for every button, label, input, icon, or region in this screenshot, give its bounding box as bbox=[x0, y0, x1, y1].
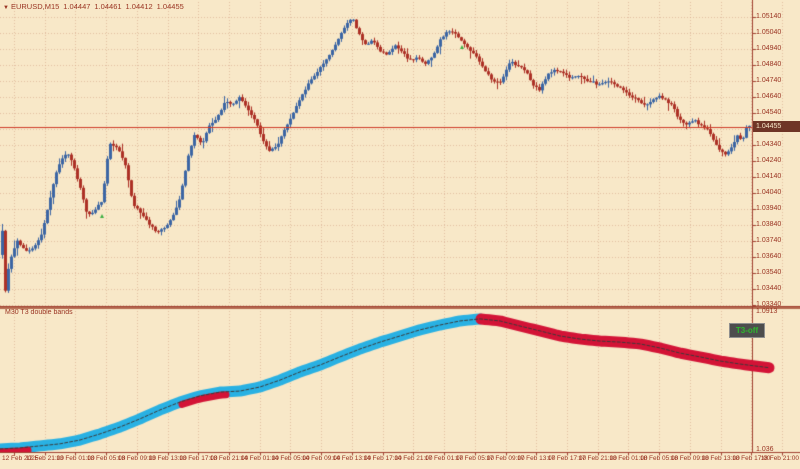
time-label: 12 Feb 21:00 bbox=[25, 455, 64, 462]
time-label: 14 Feb 17:00 bbox=[363, 455, 402, 462]
price-label: 1.03340 bbox=[756, 301, 782, 308]
time-label: 18 Feb 05:00 bbox=[639, 455, 679, 462]
price-label: 1.03640 bbox=[756, 253, 782, 260]
subwindow-scale-top: 1.0913 bbox=[756, 308, 778, 315]
price-label: 1.05040 bbox=[756, 29, 782, 36]
price-label: 1.03940 bbox=[756, 205, 782, 212]
price-label: 1.04840 bbox=[756, 61, 782, 68]
ohlc-close: 1.04455 bbox=[156, 2, 184, 11]
price-label: 1.04940 bbox=[756, 45, 782, 52]
time-label: 18 Feb 13:00 bbox=[701, 455, 740, 462]
time-label: 13 Feb 09:00 bbox=[117, 455, 157, 462]
price-label: 1.04640 bbox=[756, 93, 782, 100]
price-label: 1.03440 bbox=[756, 285, 782, 292]
time-label: 17 Feb 05:00 bbox=[455, 455, 494, 462]
chart-dropdown-icon[interactable]: ▼ bbox=[3, 5, 9, 11]
symbol-period-label: EURUSD,M15 bbox=[10, 2, 60, 11]
time-label: 17 Feb 09:00 bbox=[486, 455, 525, 462]
time-label: 18 Feb 09:00 bbox=[670, 455, 709, 462]
time-label: 13 Feb 13:00 bbox=[148, 455, 187, 462]
current-price-box: 1.04455 bbox=[753, 121, 800, 132]
time-label: 14 Feb 09:00 bbox=[302, 455, 341, 462]
time-axis[interactable]: 12 Feb 2025 12 Feb 21:00 13 Feb 01:00 13 Fe… bbox=[0, 454, 800, 469]
time-label: 14 Feb 21:00 bbox=[394, 455, 433, 462]
time-label: 13 Feb 21:00 bbox=[209, 455, 249, 462]
price-label: 1.04740 bbox=[756, 77, 782, 84]
time-label: 18 Feb 01:00 bbox=[609, 455, 648, 462]
time-label: 13 Feb 01:00 bbox=[56, 455, 95, 462]
price-label: 1.04040 bbox=[756, 189, 782, 196]
time-label: 18 Feb 21:00 bbox=[760, 455, 799, 462]
ohlc-high: 1.04461 bbox=[94, 2, 122, 11]
price-label: 1.04540 bbox=[756, 109, 782, 116]
subwindow-scale-bottom: 1.036 bbox=[756, 446, 774, 453]
time-label: 17 Feb 17:00 bbox=[547, 455, 587, 462]
time-label: 13 Feb 05:00 bbox=[87, 455, 126, 462]
price-label: 1.03740 bbox=[756, 237, 782, 244]
current-price-value: 1.04455 bbox=[756, 123, 782, 130]
time-label: 17 Feb 01:00 bbox=[424, 455, 464, 462]
price-label: 1.05140 bbox=[756, 13, 782, 20]
ohlc-open: 1.04447 bbox=[63, 2, 91, 11]
price-label: 1.03840 bbox=[756, 221, 782, 228]
price-label: 1.04340 bbox=[756, 141, 782, 148]
time-label: 13 Feb 17:00 bbox=[179, 455, 218, 462]
time-label: 12 Feb 2025 bbox=[2, 455, 39, 462]
time-label: 17 Feb 13:00 bbox=[517, 455, 556, 462]
time-label: 17 Feb 21:00 bbox=[578, 455, 617, 462]
ohlc-low: 1.04412 bbox=[125, 2, 153, 11]
indicator-label: M30 T3 double bands bbox=[5, 309, 73, 316]
price-label: 1.04240 bbox=[756, 157, 782, 164]
time-label: 14 Feb 13:00 bbox=[332, 455, 372, 462]
price-label: 1.03540 bbox=[756, 269, 782, 276]
price-axis[interactable]: 1.05140 1.05040 1.04940 1.04840 1.04740 1.046… bbox=[754, 0, 800, 452]
price-label: 1.04140 bbox=[756, 173, 782, 180]
t3-toggle-button[interactable]: T3-off bbox=[729, 323, 765, 338]
time-label: 14 Feb 01:00 bbox=[240, 455, 279, 462]
time-label: 18 Feb 17:00 bbox=[732, 455, 771, 462]
chart-title: ▼ EURUSD,M15 1.04447 1.04461 1.04412 1.04455 bbox=[3, 2, 188, 11]
time-label: 14 Feb 05:00 bbox=[271, 455, 310, 462]
